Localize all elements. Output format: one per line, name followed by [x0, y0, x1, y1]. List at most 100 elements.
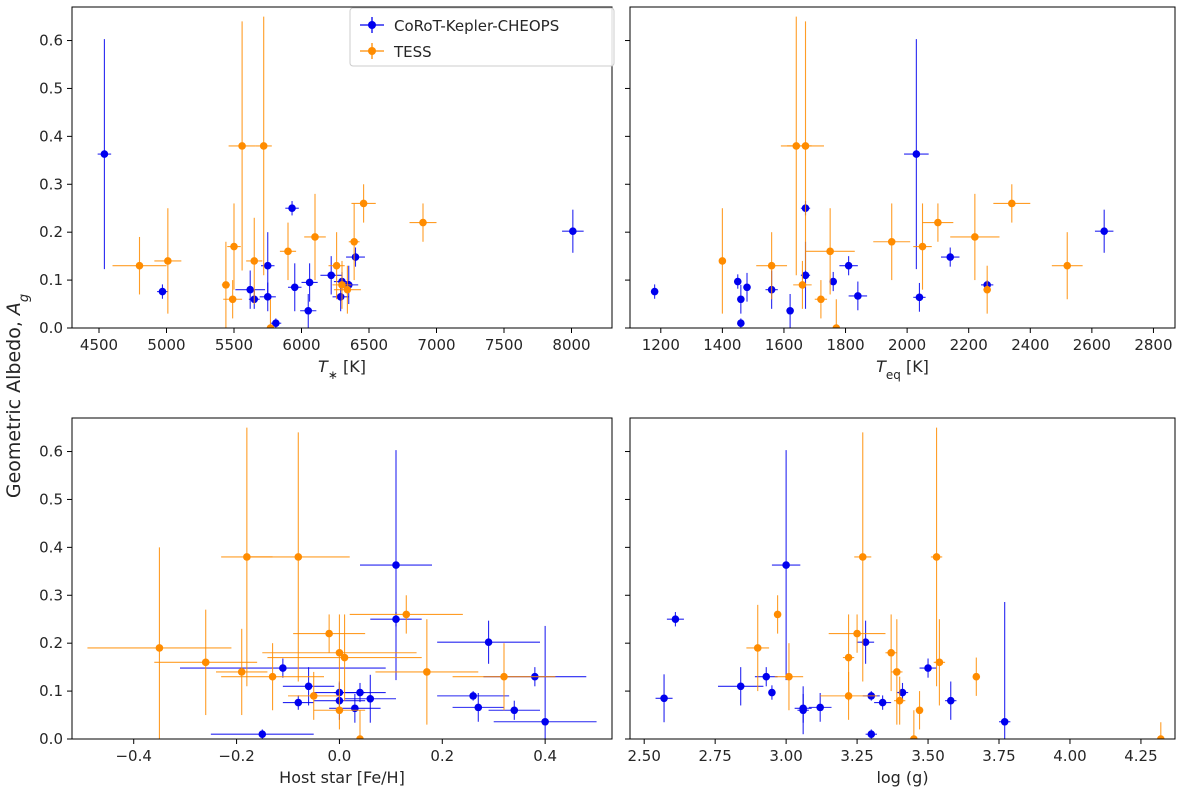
point-marker [762, 672, 771, 681]
data-point [304, 193, 326, 281]
point-marker [858, 553, 867, 561]
data-layer [650, 16, 1114, 328]
data-point [246, 432, 350, 682]
point-marker [356, 688, 364, 697]
data-point [828, 614, 886, 653]
point-marker [887, 648, 895, 657]
data-point [922, 203, 954, 242]
data-point [320, 256, 342, 295]
data-point [301, 263, 318, 302]
legend-marker-tess [360, 43, 384, 59]
data-point [349, 595, 463, 634]
point-marker [279, 664, 287, 672]
point-marker [854, 292, 862, 300]
x-tick-label: 3.75 [982, 747, 1015, 765]
point-marker [844, 653, 853, 662]
panel-teff: 4500 5000 5500 6000 6500 7000 7500 8000 0.0 0.1 0.… [39, 6, 613, 382]
data-point [154, 208, 182, 314]
axes-frame [71, 417, 613, 740]
axes-frame [629, 417, 1176, 740]
point-marker [272, 319, 280, 328]
x-tick-label: 0.4 [533, 747, 557, 765]
data-point [293, 614, 366, 653]
data-point [993, 184, 1031, 223]
data-point [787, 21, 824, 271]
y-tick-label: 0.1 [39, 271, 63, 289]
data-point [288, 671, 340, 720]
point-marker [773, 610, 782, 619]
data-point [666, 612, 684, 627]
point-marker [100, 150, 109, 158]
y-tick-label: 0.0 [39, 319, 63, 337]
point-marker [915, 706, 924, 715]
point-marker [268, 672, 277, 681]
point-marker [1000, 717, 1009, 726]
point-marker [801, 271, 810, 280]
point-marker [366, 694, 375, 703]
data-point [1094, 209, 1114, 253]
data-point [915, 691, 924, 730]
data-point [756, 232, 788, 300]
point-marker [650, 287, 659, 296]
y-tick-label: 0.2 [39, 634, 63, 652]
point-marker [736, 682, 745, 691]
point-marker [767, 261, 776, 270]
point-marker [733, 277, 742, 286]
data-point [904, 39, 929, 270]
data-point [786, 293, 794, 328]
data-point [913, 282, 926, 312]
y-tick-label: 0.4 [39, 538, 63, 556]
data-point [718, 208, 727, 314]
x-tick-label: 2.75 [698, 747, 731, 765]
x-tick-label: 3.50 [911, 747, 944, 765]
point-marker [898, 688, 907, 697]
data-point [829, 271, 838, 292]
point-marker [912, 150, 921, 158]
x-tick-label: 2600 [1073, 336, 1111, 354]
data-point [743, 272, 751, 302]
point-marker [266, 324, 275, 328]
x-axis-label: T∗ [K] [318, 357, 366, 382]
point-marker [392, 615, 400, 624]
data-point [235, 270, 266, 309]
panel-feh: −0.4 −0.2 0.0 0.2 0.4 0.0 0.1 0.2 0.3 0.4 0.5 0.6 Ho… [39, 417, 613, 787]
x-tick-label: 2000 [888, 336, 926, 354]
point-marker [343, 285, 352, 294]
point-marker [500, 672, 508, 681]
data-point [774, 643, 804, 711]
legend: CoRoT-Kepler-CHEOPS TESS [349, 7, 615, 67]
point-marker [263, 261, 272, 270]
x-tick-label: 1400 [703, 336, 741, 354]
legend-label-corot: CoRoT-Kepler-CHEOPS [394, 17, 559, 35]
point-marker [878, 698, 887, 707]
point-marker [258, 730, 267, 739]
point-marker [971, 233, 979, 241]
legend-marker-corot [360, 17, 384, 33]
point-marker [816, 703, 824, 712]
data-point [972, 657, 981, 696]
data-point [360, 450, 432, 681]
point-marker [718, 257, 727, 265]
data-point [848, 281, 868, 311]
point-marker [832, 324, 841, 328]
data-point [805, 208, 855, 295]
point-marker [237, 668, 246, 676]
point-marker [934, 218, 942, 227]
point-marker [311, 233, 319, 241]
y-tick-label: 0.6 [39, 443, 63, 461]
point-marker [786, 306, 794, 315]
x-tick-label: 7000 [417, 336, 455, 354]
point-marker [158, 287, 167, 296]
data-point [908, 710, 920, 739]
point-marker [263, 293, 272, 301]
point-marker [474, 703, 483, 712]
y-tick-label: 0.1 [39, 682, 63, 700]
data-layer [97, 16, 584, 328]
point-marker [222, 281, 230, 289]
point-marker [356, 735, 364, 739]
data-point [650, 284, 659, 299]
point-marker [309, 692, 318, 700]
data-point [983, 265, 991, 314]
point-marker [419, 218, 427, 227]
point-marker [392, 561, 400, 569]
